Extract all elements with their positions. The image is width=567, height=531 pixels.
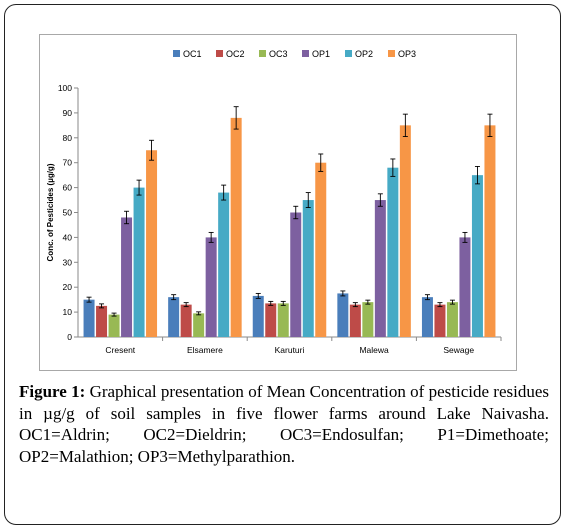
bar-oc1-malewa	[337, 293, 349, 337]
x-tick-label: Sewage	[443, 345, 474, 355]
legend-label-op3: OP3	[398, 49, 416, 59]
bar-oc1-cresent	[83, 299, 95, 337]
y-tick-label: 30	[63, 257, 73, 267]
bar-op2-karuturi	[302, 200, 314, 337]
bar-op2-cresent	[133, 187, 145, 337]
bar-op3-sewage	[484, 125, 496, 337]
figure-frame: 0 10 20 30 40 50 60 70 80 90 100 Conc. of Pesticide…	[4, 4, 561, 525]
bar-oc3-elsamere	[193, 313, 205, 337]
bar-op1-sewage	[459, 237, 471, 337]
legend-label-oc3: OC3	[269, 49, 288, 59]
bar-op1-cresent	[121, 217, 133, 337]
y-tick-label: 10	[63, 307, 73, 317]
caption-label: Figure 1:	[19, 382, 86, 401]
x-tick-label: Karuturi	[275, 345, 305, 355]
bar-oc2-elsamere	[180, 304, 192, 337]
bar-op1-karuturi	[290, 212, 302, 337]
y-tick-label: 60	[63, 183, 73, 193]
bar-op2-sewage	[471, 175, 483, 337]
bar-oc3-cresent	[108, 314, 120, 337]
bar-op3-cresent	[146, 150, 158, 337]
bar-oc3-sewage	[446, 302, 458, 337]
figure-caption: Figure 1: Graphical presentation of Mean…	[19, 381, 549, 467]
x-tick-label: Malewa	[359, 345, 389, 355]
bar-oc2-karuturi	[265, 303, 277, 337]
y-tick-label: 80	[63, 133, 73, 143]
y-tick-label: 40	[63, 232, 73, 242]
chart-container: 0 10 20 30 40 50 60 70 80 90 100 Conc. of Pesticide…	[39, 34, 517, 371]
bar-op3-malewa	[399, 125, 411, 337]
legend-swatch-oc2	[216, 50, 223, 57]
y-tick-label: 100	[58, 83, 72, 93]
y-tick-label: 20	[63, 282, 73, 292]
x-tick-label: Cresent	[105, 345, 135, 355]
legend-swatch-oc1	[173, 50, 180, 57]
legend-label-op2: OP2	[355, 49, 373, 59]
bar-op3-karuturi	[315, 162, 327, 337]
y-axis-title: Conc. of Pesticides (µg/g)	[46, 163, 55, 261]
bar-oc1-karuturi	[252, 295, 264, 337]
y-tick-label: 90	[63, 108, 73, 118]
y-tick-label: 70	[63, 158, 73, 168]
legend-swatch-oc3	[259, 50, 266, 57]
bar-op2-malewa	[387, 167, 399, 337]
bar-oc1-elsamere	[168, 297, 180, 337]
bar-chart: 0 10 20 30 40 50 60 70 80 90 100 Conc. of Pesticide…	[46, 49, 502, 355]
bar-oc3-karuturi	[277, 303, 289, 337]
bar-oc2-malewa	[349, 304, 361, 337]
x-tick-label: Elsamere	[187, 345, 223, 355]
legend-label-op1: OP1	[312, 49, 330, 59]
bar-op1-malewa	[374, 200, 386, 337]
y-tick-label: 50	[63, 208, 73, 218]
legend-label-oc1: OC1	[183, 49, 202, 59]
legend-swatch-op2	[345, 50, 352, 57]
legend-swatch-op3	[388, 50, 395, 57]
y-tick-label: 0	[67, 332, 72, 342]
bar-oc1-sewage	[421, 297, 433, 337]
bar-op2-elsamere	[218, 192, 230, 337]
bar-oc2-cresent	[96, 305, 108, 337]
bar-oc2-sewage	[434, 304, 446, 337]
legend-label-oc2: OC2	[226, 49, 245, 59]
bar-op1-elsamere	[205, 237, 217, 337]
bar-op3-elsamere	[230, 117, 242, 337]
bar-oc3-malewa	[362, 302, 374, 337]
caption-text: Graphical presentation of Mean Concentra…	[19, 382, 549, 466]
legend-swatch-op1	[302, 50, 309, 57]
